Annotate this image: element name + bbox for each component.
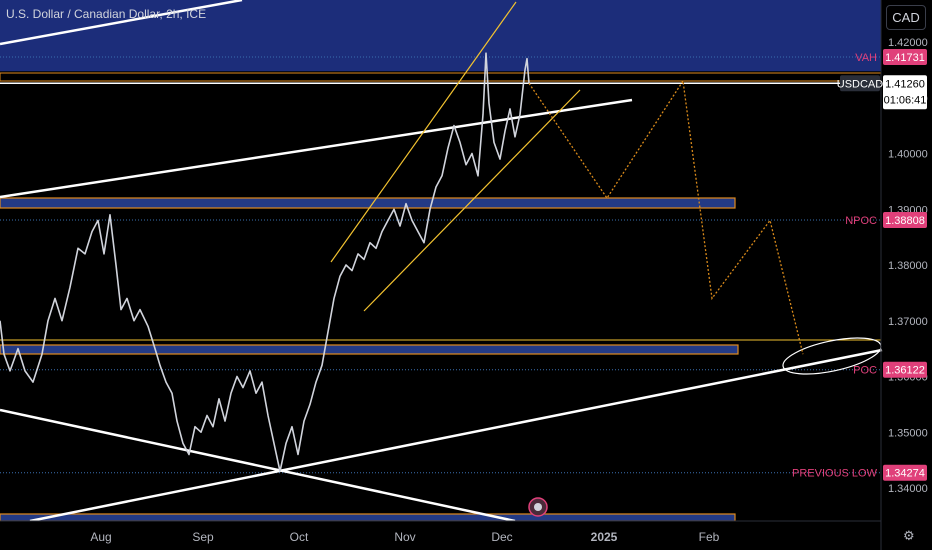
support-zone-bottom (0, 513, 736, 522)
price-tag-value: 1.34274 (885, 468, 925, 480)
price-tags-layer: 1.41731 VAH 1.38808 NPOC 1.36122 POC 1.34274 PR… (528, 48, 927, 517)
symbol-tag-box (840, 75, 880, 92)
support-zone-upper (0, 197, 736, 209)
countdown-timer: 01:06:41 (884, 94, 927, 106)
trendline-falling (0, 408, 516, 523)
support-zone-lower (0, 344, 739, 355)
current-price-tag-box (883, 75, 927, 110)
price-series (0, 52, 530, 473)
vah-label: VAH (855, 52, 877, 64)
trendline-top-left (0, 0, 243, 46)
y-tick-label: 1.37000 (888, 316, 928, 328)
y-tick-label: 1.34000 (888, 483, 928, 495)
npoc-label: NPOC (845, 215, 877, 227)
projection-path (528, 79, 804, 355)
gear-icon[interactable]: ⚙ (903, 529, 915, 544)
value-area-layer (0, 0, 881, 474)
y-tick-label: 1.42000 (888, 37, 928, 49)
event-marker-dot (534, 503, 542, 511)
y-tick-label: 1.35000 (888, 427, 928, 439)
price-tag-box (883, 48, 927, 65)
x-tick-label: Sep (192, 530, 214, 544)
symbol-tag: USDCAD (837, 78, 884, 90)
x-tick-label: Nov (394, 530, 415, 544)
previous-low-label: PREVIOUS LOW (792, 468, 878, 480)
x-tick-label: Dec (491, 530, 512, 544)
price-tag-value: 1.38808 (885, 215, 925, 227)
x-axis-background (0, 521, 932, 550)
y-tick-label: 1.38000 (888, 260, 928, 272)
trendline-upper (0, 98, 633, 199)
price-tag-value: 1.36122 (885, 365, 925, 377)
projection-layer (528, 79, 804, 355)
poc-label: POC (853, 365, 877, 377)
currency-button[interactable]: CAD (886, 5, 926, 30)
x-tick-label: Aug (90, 530, 111, 544)
channel-upper-line (330, 1, 517, 263)
chart-title: U.S. Dollar / Canadian Dollar, 2h, ICE (6, 7, 207, 21)
current-price-value: 1.41260 (885, 78, 925, 90)
price-tag-value: 1.41731 (885, 52, 925, 64)
trendline-rising-support (29, 348, 883, 523)
channel-lower-line (363, 89, 581, 312)
value-area-band (0, 0, 881, 72)
y-tick-label: 1.40000 (888, 149, 928, 161)
x-tick-label: 2025 (591, 530, 618, 544)
x-tick-label: Oct (290, 530, 309, 544)
price-layer (0, 52, 530, 473)
price-tag-box (883, 464, 927, 481)
price-tag-box (883, 361, 927, 378)
x-tick-label: Feb (699, 530, 720, 544)
price-tag-box (883, 211, 927, 228)
